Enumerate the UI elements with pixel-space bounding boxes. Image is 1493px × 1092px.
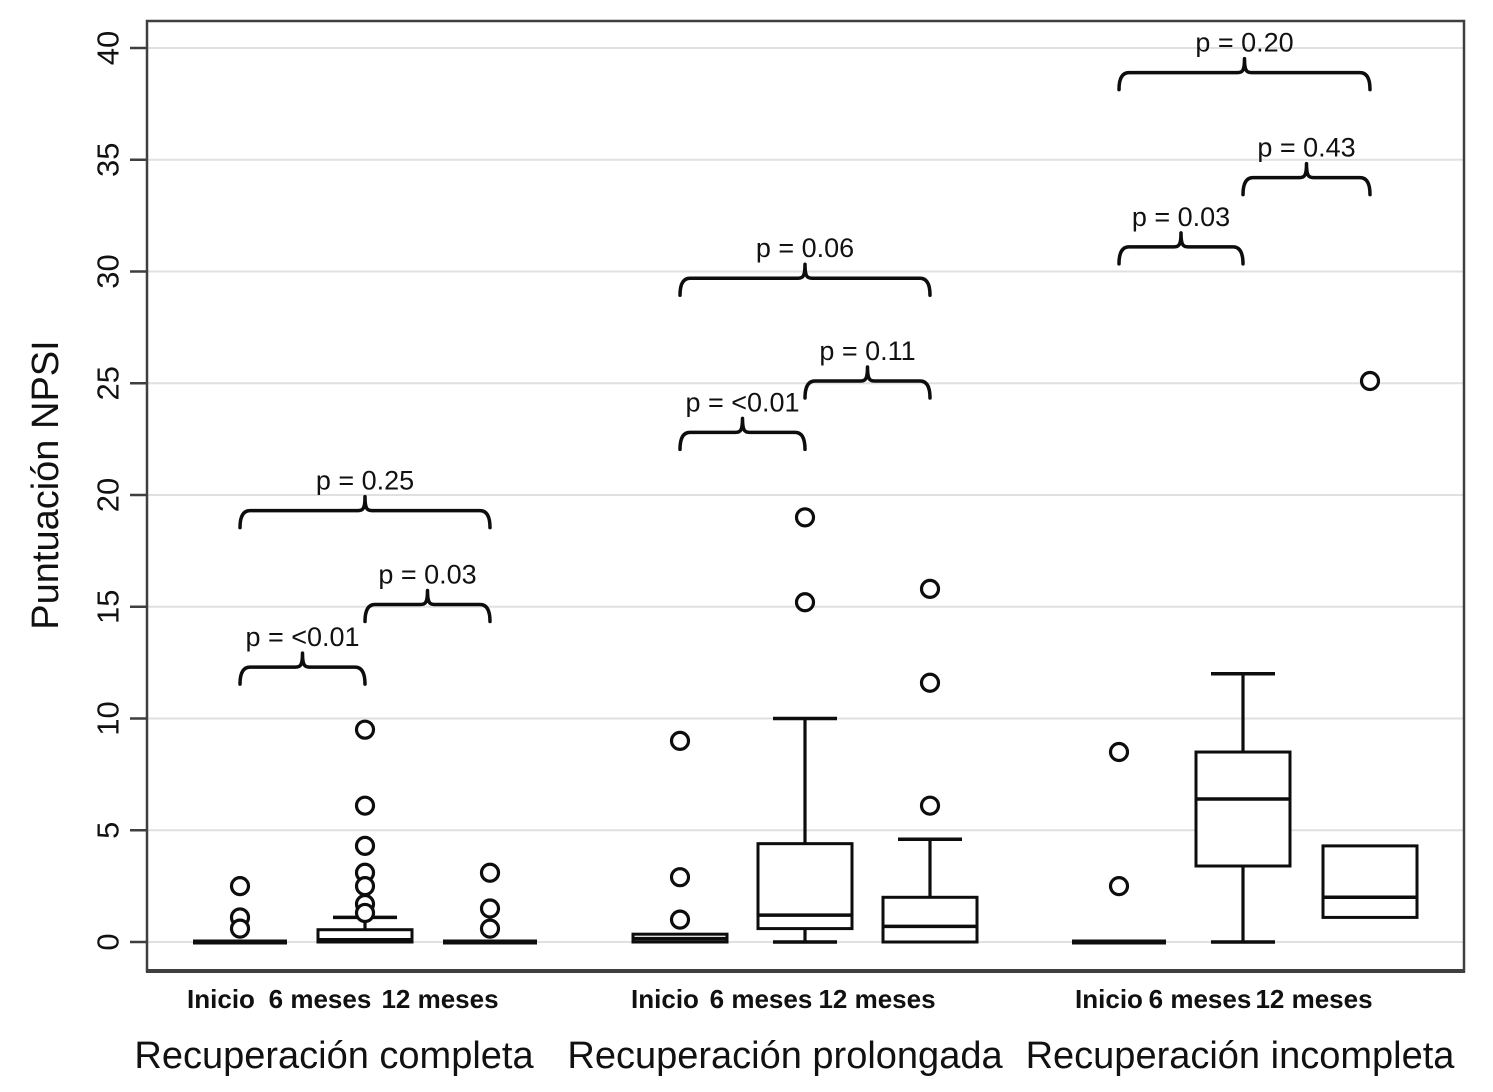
y-tick-label: 35 [91, 143, 126, 177]
outlier-point [919, 578, 941, 599]
outlier-point [354, 795, 376, 816]
box [1194, 750, 1292, 868]
y-axis-title: Puntuación NPSI [25, 340, 67, 629]
outlier-point [1359, 370, 1381, 392]
outlier-point [354, 719, 376, 740]
outlier-point [229, 876, 251, 897]
outlier-point [229, 918, 251, 939]
outlier-point [354, 876, 376, 897]
outlier-point [479, 862, 501, 883]
x-tick-label: 12 meses [818, 984, 935, 1014]
p-value-label: p = <0.01 [685, 387, 799, 417]
p-value-label: p = 0.25 [316, 466, 414, 496]
outlier-point [794, 592, 816, 613]
p-value-label: p = 0.11 [819, 336, 915, 366]
significance-bracket [238, 494, 492, 530]
outlier-point [669, 909, 691, 930]
y-tick-label: 5 [91, 822, 126, 839]
y-tick-label: 30 [91, 254, 126, 288]
significance-bracket [678, 262, 932, 297]
outlier-point [479, 918, 501, 939]
p-value-label: p = 0.20 [1195, 28, 1293, 58]
outlier-point [919, 795, 941, 816]
p-value-label: p = 0.43 [1257, 133, 1355, 163]
p-value-label: p = 0.03 [1132, 202, 1230, 232]
group-label: Recuperación incompleta [1026, 1035, 1456, 1077]
box [1321, 844, 1419, 919]
p-value-label: p = 0.06 [756, 233, 854, 263]
x-tick-label: 6 meses [1149, 984, 1252, 1014]
significance-bracket [678, 416, 807, 452]
box-flat [443, 939, 537, 945]
p-value-label: p = <0.01 [245, 622, 359, 652]
outlier-point [669, 730, 691, 751]
box [881, 895, 979, 944]
outlier-point [1108, 741, 1130, 763]
x-tick-label: 12 meses [1255, 984, 1372, 1014]
y-tick-label: 25 [91, 366, 126, 400]
outlier-point [354, 835, 376, 856]
x-tick-label: Inicio [187, 984, 255, 1014]
y-tick-label: 40 [91, 31, 126, 65]
outlier-point [354, 902, 376, 924]
significance-bracket [803, 365, 932, 400]
outlier-point [479, 898, 501, 919]
group-label: Recuperación completa [134, 1035, 534, 1077]
outlier-point [669, 867, 691, 888]
box-flat [1072, 939, 1166, 945]
x-tick-label: 6 meses [710, 984, 813, 1014]
significance-bracket [363, 588, 492, 624]
y-tick-label: 20 [91, 478, 126, 512]
y-tick-label: 10 [91, 701, 126, 735]
significance-bracket [238, 651, 367, 686]
y-tick-label: 15 [91, 590, 126, 624]
box-flat [193, 939, 287, 945]
significance-bracket [1241, 161, 1372, 197]
x-tick-label: Inicio [631, 984, 699, 1014]
significance-bracket [1117, 231, 1245, 266]
outlier-point [919, 672, 941, 693]
significance-bracket [1117, 56, 1372, 92]
p-value-label: p = 0.03 [378, 560, 476, 590]
outlier-point [1108, 876, 1130, 897]
outlier-point [794, 507, 816, 528]
x-tick-label: 12 meses [381, 984, 498, 1014]
group-label: Recuperación prolongada [567, 1035, 1003, 1077]
y-tick-label: 0 [91, 933, 126, 950]
x-tick-label: 6 meses [269, 984, 372, 1014]
x-tick-label: Inicio [1075, 984, 1143, 1014]
